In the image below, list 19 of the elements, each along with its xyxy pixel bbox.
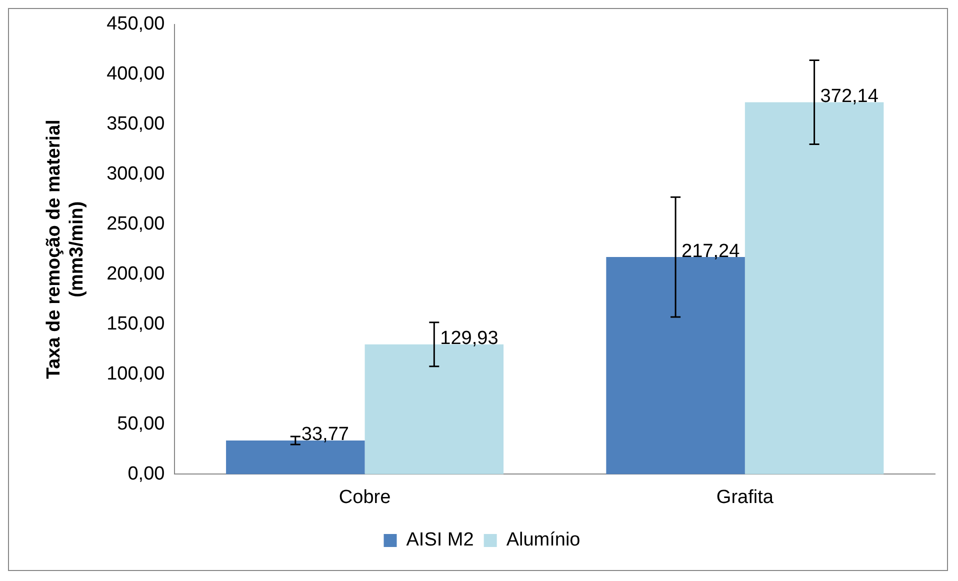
- y-axis-title: Taxa de remoção de material (mm3/min): [44, 120, 88, 380]
- data-label: 372,14: [820, 86, 879, 107]
- x-tick-label: Grafita: [716, 486, 774, 508]
- y-tick-label: 300,00: [106, 164, 165, 185]
- y-tick-label: 150,00: [106, 314, 165, 334]
- data-label: 33,77: [301, 424, 349, 446]
- y-tick-label: 200,00: [106, 264, 165, 285]
- y-tick-label: 350,00: [106, 114, 165, 135]
- legend-label: Alumínio: [506, 530, 580, 551]
- y-tick-label: 50,00: [117, 413, 165, 434]
- y-tick-label: 100,00: [106, 363, 165, 384]
- x-tick-label: Cobre: [338, 486, 391, 508]
- legend-label: AISI M2: [406, 530, 474, 551]
- y-tick-label: 0,00: [128, 463, 165, 484]
- data-label: 217,24: [682, 240, 740, 262]
- data-label: 129,93: [440, 328, 498, 350]
- y-tick-label: 450,00: [106, 14, 165, 35]
- y-tick-label: 250,00: [106, 214, 165, 235]
- y-tick-label: 400,00: [106, 64, 165, 85]
